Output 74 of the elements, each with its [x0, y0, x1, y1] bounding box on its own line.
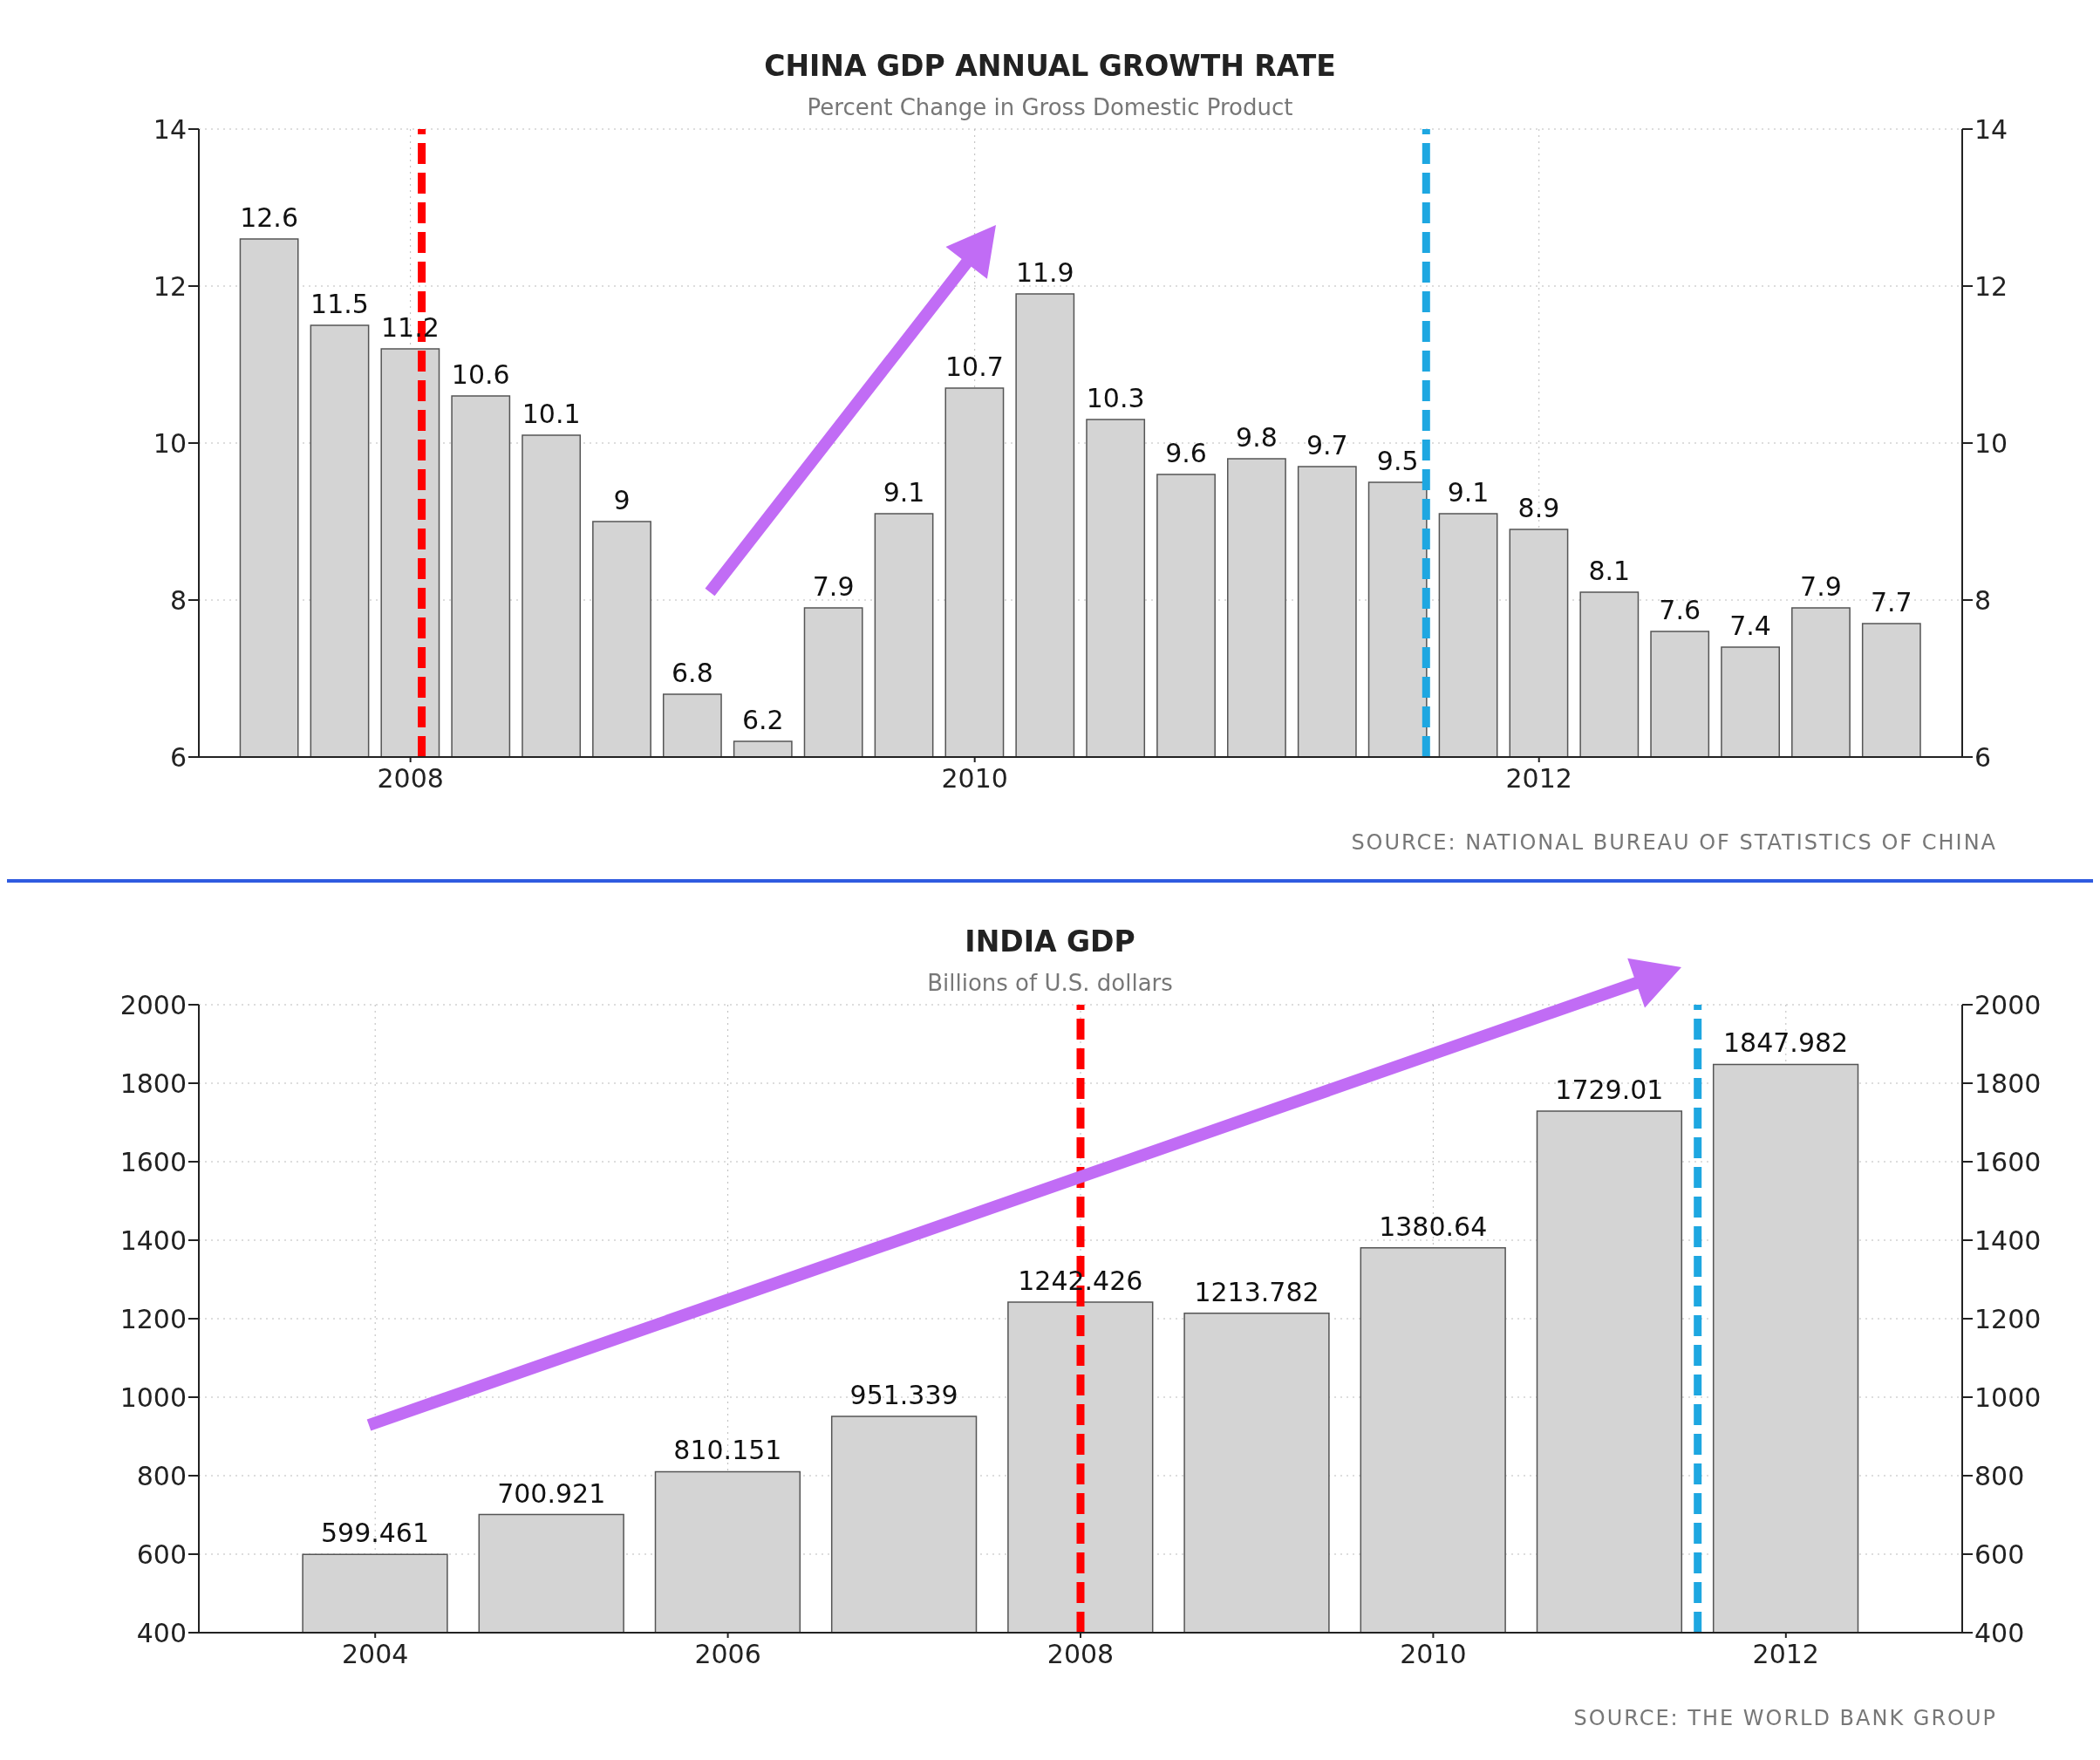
y2-tick-label: 2000: [1974, 989, 2042, 1020]
data-label: 9.7: [1306, 430, 1348, 460]
data-label: 11.9: [1015, 257, 1074, 288]
y2-tick-label: 800: [1974, 1460, 2025, 1491]
data-label: 7.9: [812, 571, 855, 602]
chart-title: CHINA GDP ANNUAL GROWTH RATE: [763, 49, 1337, 83]
y2-tick-label: 400: [1974, 1617, 2025, 1648]
data-label: 7.7: [1870, 587, 1912, 617]
data-label: 1242.426: [1018, 1265, 1143, 1296]
x-tick-label: 2008: [1047, 1639, 1115, 1670]
chart-subtitle: Billions of U.S. dollars: [927, 970, 1173, 996]
y-tick-label: 10: [153, 427, 187, 459]
data-label: 6.8: [672, 658, 713, 688]
y-tick-label: 1400: [119, 1224, 187, 1256]
data-label: 9.8: [1236, 422, 1278, 453]
data-label: 7.4: [1729, 611, 1771, 641]
y2-tick-label: 1800: [1974, 1068, 2042, 1099]
data-label: 9.5: [1376, 446, 1419, 476]
y-tick-label: 1200: [119, 1303, 187, 1334]
data-label: 10.3: [1086, 383, 1145, 413]
y2-tick-label: 600: [1974, 1538, 2025, 1570]
data-label: 9: [613, 485, 631, 515]
data-label: 9.1: [883, 477, 925, 508]
data-label: 9.1: [1447, 477, 1490, 508]
x-tick-label: 2010: [941, 763, 1008, 795]
y2-tick-label: 1200: [1974, 1303, 2042, 1334]
source-note: SOURCE: THE WORLD BANK GROUP: [1573, 1706, 1997, 1730]
y-tick-label: 800: [136, 1460, 187, 1491]
chart-title: INDIA GDP: [964, 924, 1136, 958]
y-tick-label: 1800: [119, 1068, 187, 1099]
data-label: 1380.64: [1379, 1211, 1488, 1242]
data-label: 599.461: [320, 1518, 430, 1549]
y2-tick-label: 1000: [1974, 1381, 2042, 1413]
source-note: SOURCE: NATIONAL BUREAU OF STATISTICS OF CHINA: [1351, 830, 1997, 855]
data-label: 1213.782: [1194, 1276, 1319, 1307]
data-label: 6.2: [741, 705, 784, 735]
data-label: 810.151: [673, 1435, 782, 1466]
x-tick-label: 2004: [342, 1639, 409, 1670]
data-label: 11.5: [310, 289, 369, 319]
data-label: 10.7: [945, 351, 1004, 382]
y-tick-label: 600: [136, 1538, 187, 1570]
y-tick-label: 6: [169, 741, 187, 773]
y2-tick-label: 1600: [1974, 1146, 2042, 1177]
x-tick-label: 2012: [1505, 763, 1572, 795]
y2-tick-label: 12: [1974, 270, 2008, 302]
y-tick-label: 400: [136, 1617, 187, 1648]
y-tick-label: 8: [169, 584, 187, 616]
y-tick-label: 1600: [119, 1146, 187, 1177]
data-label: 1847.982: [1723, 1027, 1849, 1059]
data-label: 8.1: [1588, 556, 1631, 586]
data-label: 12.6: [240, 202, 298, 233]
x-tick-label: 2010: [1400, 1639, 1467, 1670]
y2-tick-label: 14: [1974, 113, 2008, 145]
data-label: 10.1: [522, 399, 581, 429]
y-tick-label: 12: [153, 270, 187, 302]
y-tick-label: 1000: [119, 1381, 187, 1413]
data-label: 10.6: [451, 359, 510, 390]
data-label: 9.6: [1165, 438, 1207, 468]
data-label: 7.9: [1800, 571, 1842, 602]
data-label: 700.921: [497, 1477, 606, 1509]
y-tick-label: 14: [153, 113, 187, 145]
y2-tick-label: 10: [1974, 427, 2008, 459]
y-tick-label: 2000: [119, 989, 187, 1020]
y2-tick-label: 6: [1974, 741, 1992, 773]
x-tick-label: 2006: [694, 1639, 761, 1670]
data-label: 8.9: [1517, 493, 1560, 523]
y2-tick-label: 8: [1974, 584, 1992, 616]
chart-subtitle: Percent Change in Gross Domestic Product: [807, 94, 1293, 120]
x-tick-label: 2008: [377, 763, 444, 795]
x-tick-label: 2012: [1752, 1639, 1819, 1670]
data-label: 1729.01: [1555, 1074, 1664, 1105]
data-label: 7.6: [1659, 595, 1701, 625]
y2-tick-label: 1400: [1974, 1224, 2042, 1256]
data-label: 951.339: [849, 1379, 958, 1410]
